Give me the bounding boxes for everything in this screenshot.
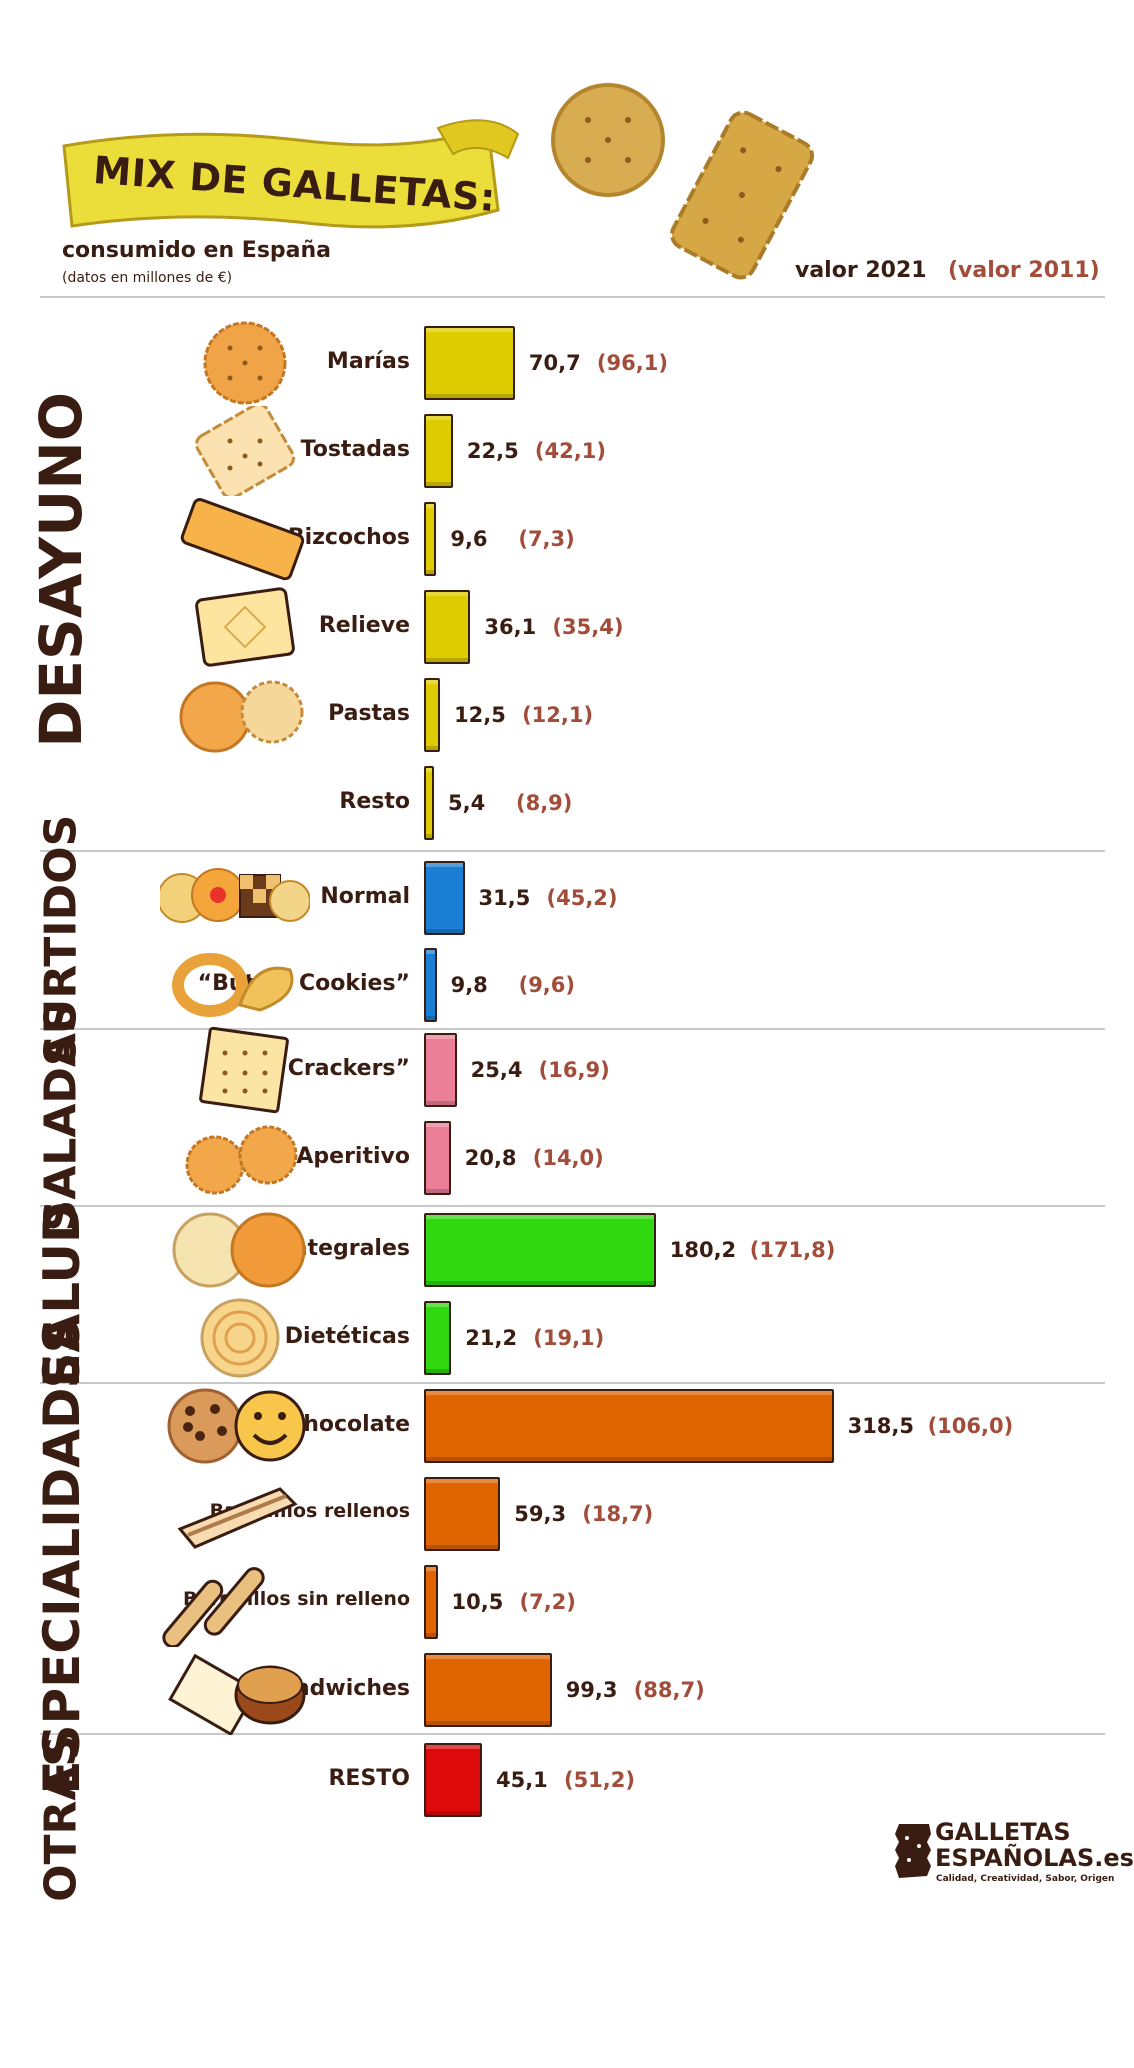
bar-desayuno xyxy=(424,414,453,488)
value-2011-label: (51,2) xyxy=(563,1768,635,1792)
value-2011-label: (35,4) xyxy=(552,615,624,639)
group-label-otras: OTRAS xyxy=(35,1734,87,1902)
brand-logo-icon xyxy=(895,1824,931,1878)
bar-desayuno xyxy=(424,502,437,576)
sponge-finger-icon xyxy=(180,498,305,581)
value-2021-label: 45,1 xyxy=(495,1768,548,1792)
value-2021-label: 99,3 xyxy=(565,1678,618,1702)
toast-biscuit-icon xyxy=(195,406,295,496)
category-label: RESTO xyxy=(328,1766,410,1791)
value-2021-label: 318,5 xyxy=(847,1414,915,1438)
category-label: Marías xyxy=(326,349,410,374)
value-2021-label: 5,4 xyxy=(448,791,486,815)
assorted-cookies-icon xyxy=(160,868,310,923)
infographic: MIX DE GALLETAS: consumido en España (da… xyxy=(27,83,1134,1902)
value-2021-label: 12,5 xyxy=(454,703,506,727)
legend-2011: (valor 2011) xyxy=(948,258,1100,283)
embossed-biscuit-icon xyxy=(195,587,295,667)
bar-saladas xyxy=(424,1033,457,1107)
bar-desayuno xyxy=(424,326,515,400)
rolled-wafer-icon xyxy=(162,1567,265,1647)
category-label: Resto xyxy=(339,789,410,814)
value-2011-label: (18,7) xyxy=(582,1502,654,1526)
brand-name-line1: GALLETAS xyxy=(935,1818,1071,1846)
value-2021-label: 180,2 xyxy=(669,1238,737,1262)
value-2021-label: 31,5 xyxy=(478,886,531,910)
group-divider xyxy=(40,1382,1105,1384)
category-label: Aperitivo xyxy=(296,1144,410,1169)
value-2021-label: 20,8 xyxy=(464,1146,517,1170)
legend-2021: valor 2021 xyxy=(795,258,927,283)
bar-desayuno xyxy=(424,678,441,752)
category-label: Pastas xyxy=(328,701,410,726)
sandwich-cookie-icon xyxy=(168,1653,306,1735)
value-2011-label: (45,2) xyxy=(546,886,618,910)
value-2011-label: (106,0) xyxy=(927,1414,1014,1438)
bar-salud xyxy=(424,1213,656,1287)
value-2021-label: 22,5 xyxy=(466,439,519,463)
diet-biscuit-icon xyxy=(200,1298,280,1378)
category-label: Normal xyxy=(320,884,410,909)
wafer-icon xyxy=(177,1487,298,1549)
value-2011-label: (16,9) xyxy=(538,1058,610,1082)
value-2011-label: (8,9) xyxy=(516,791,573,815)
category-label: Relieve xyxy=(318,613,410,638)
header-divider xyxy=(40,296,1105,298)
pastry-cookies-icon xyxy=(179,680,304,753)
bar-desayuno xyxy=(424,590,471,664)
units-note: (datos en millones de €) xyxy=(62,270,233,286)
cracker-icon xyxy=(199,1026,289,1114)
chart-subtitle: consumido en España xyxy=(62,238,332,263)
value-2021-label: 25,4 xyxy=(470,1058,523,1082)
header-round-biscuit-icon xyxy=(551,83,665,197)
group-divider xyxy=(40,850,1105,852)
chocolate-chip-cookie-icon xyxy=(167,1388,306,1464)
bar-otras xyxy=(424,1743,482,1817)
snack-crackers-icon xyxy=(185,1125,298,1195)
value-2011-label: (88,7) xyxy=(633,1678,705,1702)
value-2021-label: 9,6 xyxy=(450,527,488,551)
brand-tagline: Calidad, Creatividad, Sabor, Origen xyxy=(936,1874,1115,1884)
category-label: Bizcochos xyxy=(287,525,410,550)
value-2011-label: (7,2) xyxy=(519,1590,576,1614)
bar-salud xyxy=(424,1301,452,1375)
group-divider xyxy=(40,1205,1105,1207)
value-2011-label: (42,1) xyxy=(534,439,606,463)
bar-especialidades xyxy=(424,1477,501,1551)
value-2011-label: (14,0) xyxy=(532,1146,604,1170)
category-label: Tostadas xyxy=(300,437,410,462)
round-biscuit-icon xyxy=(203,321,287,405)
bar-desayuno xyxy=(424,766,434,840)
value-2011-label: (96,1) xyxy=(596,351,668,375)
digestive-biscuit-icon xyxy=(172,1212,306,1288)
butter-cookies-icon xyxy=(172,953,294,1017)
header-toast-biscuit-icon xyxy=(669,110,815,280)
value-2021-label: 59,3 xyxy=(514,1502,567,1526)
value-2021-label: 36,1 xyxy=(484,615,537,639)
bar-especialidades xyxy=(424,1389,834,1463)
value-2021-label: 10,5 xyxy=(451,1590,504,1614)
brand-name-line2: ESPAÑOLAS.es xyxy=(935,1844,1134,1872)
value-2011-label: (171,8) xyxy=(749,1238,836,1262)
category-label: Dietéticas xyxy=(284,1324,410,1349)
bar-especialidades xyxy=(424,1653,552,1727)
title-banner xyxy=(62,119,520,229)
bar-saladas xyxy=(424,1121,451,1195)
value-2021-label: 9,8 xyxy=(450,973,488,997)
value-2011-label: (7,3) xyxy=(518,527,575,551)
group-divider xyxy=(40,1733,1105,1735)
value-2011-label: (9,6) xyxy=(518,973,575,997)
bar-surtidos xyxy=(424,948,437,1022)
bar-especialidades xyxy=(424,1565,438,1639)
value-2021-label: 70,7 xyxy=(528,351,581,375)
value-2021-label: 21,2 xyxy=(465,1326,518,1350)
category-label: “Crackers” xyxy=(273,1056,410,1081)
value-2011-label: (19,1) xyxy=(533,1326,605,1350)
value-2011-label: (12,1) xyxy=(522,703,594,727)
bar-surtidos xyxy=(424,861,465,935)
group-divider xyxy=(40,1028,1105,1030)
